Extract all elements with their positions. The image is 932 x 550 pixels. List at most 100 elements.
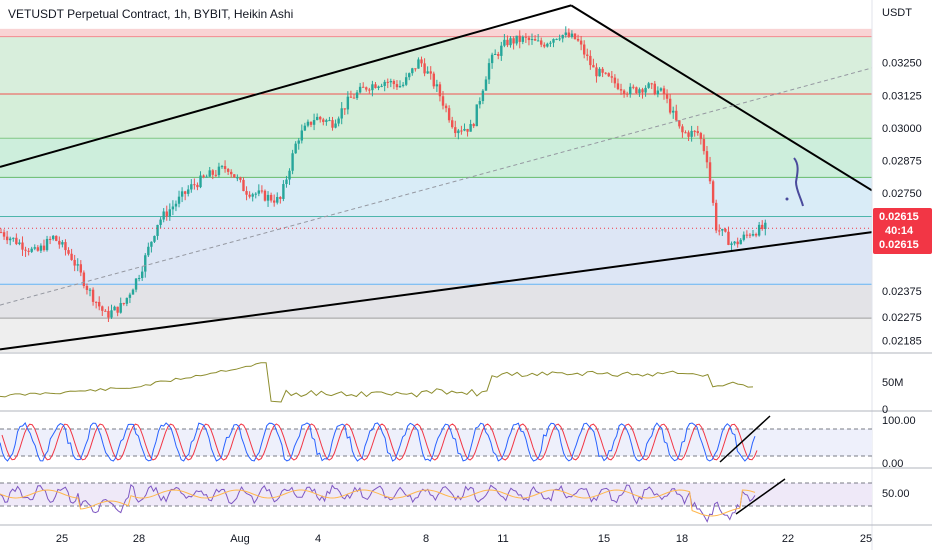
candle-body — [291, 153, 294, 171]
candle-body — [76, 264, 79, 266]
price-tick: 0.02875 — [882, 155, 922, 167]
candle-body — [543, 44, 546, 47]
candle-body — [137, 277, 141, 279]
candle-body — [463, 128, 466, 131]
candle-body — [254, 193, 257, 195]
candle-body — [300, 130, 304, 141]
candle-body — [576, 38, 580, 41]
candle-body — [540, 40, 543, 45]
candle-body — [745, 234, 749, 236]
volume-line — [0, 362, 754, 403]
fib-zone-3 — [0, 138, 872, 178]
candle-body — [113, 306, 116, 311]
candle-body — [242, 179, 245, 192]
candle-body — [282, 184, 285, 199]
candle-body — [481, 90, 485, 102]
candle-body — [147, 246, 150, 256]
candle-body — [466, 128, 469, 132]
candle-body — [598, 68, 601, 77]
candle-body — [487, 63, 491, 80]
candle-body — [236, 177, 239, 179]
candle-body — [721, 228, 724, 231]
candle-body — [420, 59, 423, 64]
candle-body — [168, 209, 172, 217]
time-tick: 8 — [423, 533, 429, 545]
candle-body — [358, 86, 362, 93]
candle-body — [552, 39, 555, 43]
candle-body — [625, 93, 629, 95]
candle-body — [140, 271, 144, 278]
candle-body — [475, 104, 478, 127]
candle-body — [533, 38, 537, 41]
candle-body — [383, 81, 386, 86]
candle-body — [490, 54, 494, 64]
candle-body — [88, 289, 92, 291]
candle-body — [518, 35, 521, 42]
candle-body — [187, 189, 190, 194]
candle-body — [549, 42, 552, 44]
candle-body — [561, 35, 564, 39]
candle-body — [162, 211, 165, 220]
candle-body — [604, 72, 607, 74]
candle-body — [708, 162, 712, 182]
candle-body — [441, 96, 445, 106]
rsi-ma-line — [0, 489, 756, 517]
candle-body — [377, 86, 380, 89]
candle-body — [509, 38, 512, 46]
candle-body — [82, 272, 86, 287]
rsi-trendline — [735, 478, 786, 515]
candle-body — [451, 120, 454, 128]
candle-body — [564, 32, 567, 36]
candle-body — [2, 232, 6, 237]
candle-body — [352, 97, 356, 99]
stoch-k-line — [0, 422, 756, 462]
candle-body — [190, 184, 193, 190]
candle-body — [524, 36, 528, 38]
candle-body — [94, 301, 98, 303]
candle-body — [401, 84, 405, 86]
candle-body — [764, 222, 767, 229]
candle-body — [0, 232, 3, 234]
candle-body — [395, 84, 399, 88]
candle-body — [45, 238, 49, 251]
candle-body — [392, 81, 396, 85]
candle-body — [61, 242, 64, 245]
candle-body — [144, 255, 147, 272]
time-tick: 28 — [133, 533, 145, 545]
candle-body — [79, 264, 83, 273]
candle-body — [684, 132, 687, 134]
candle-body — [104, 310, 107, 312]
candle-body — [622, 90, 626, 94]
rsi-pane — [0, 478, 872, 523]
candle-body — [647, 83, 650, 88]
candle-body — [42, 245, 46, 251]
candle-body — [438, 84, 442, 97]
trend-drawings[interactable] — [0, 4, 873, 351]
candle-body — [248, 194, 251, 197]
candle-body — [460, 130, 463, 132]
candle-body — [447, 108, 451, 121]
candle-body — [119, 303, 122, 313]
rsi-band — [0, 483, 872, 506]
candle-body — [469, 124, 472, 132]
candle-body — [629, 86, 632, 95]
candle-body — [349, 96, 353, 98]
candle-body — [196, 184, 199, 188]
candle-body — [404, 77, 408, 85]
time-tick: 15 — [598, 533, 610, 545]
candle-body — [260, 190, 264, 192]
time-tick: 4 — [315, 533, 321, 545]
candle-body — [223, 166, 227, 170]
candle-body — [506, 39, 509, 46]
candle-body — [211, 170, 214, 175]
candle-body — [687, 132, 690, 137]
candle-body — [589, 55, 592, 66]
price-tick: 0.03000 — [882, 123, 922, 135]
candle-body — [9, 238, 12, 241]
candle-body — [18, 242, 21, 245]
candle-body — [417, 59, 420, 69]
candle-body — [328, 120, 331, 122]
candle-body — [107, 310, 110, 318]
candle-body — [515, 35, 518, 44]
